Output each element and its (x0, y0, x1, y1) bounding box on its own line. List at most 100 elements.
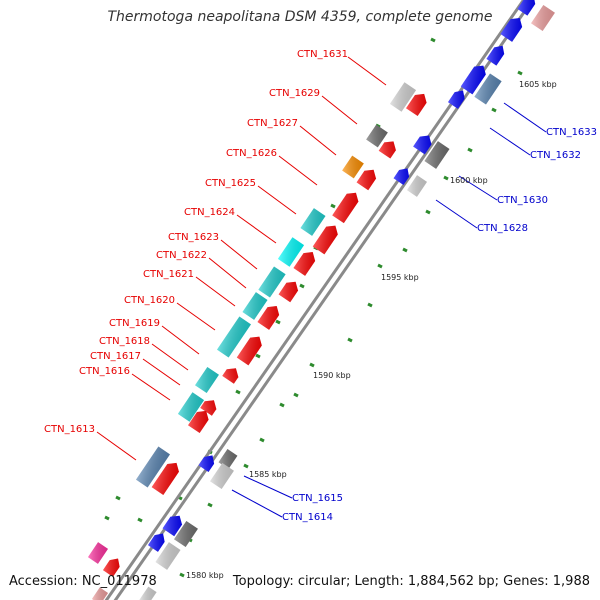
scale-label: 1600 kbp (450, 176, 488, 185)
gene-ctn-1625 (332, 192, 359, 224)
tick-mark (207, 502, 213, 508)
gene-ctn-1623b (293, 252, 316, 276)
gene-ctn-1628 (406, 175, 428, 197)
accession-text: Accession: NC_011978 (9, 574, 157, 589)
gene-features (87, 0, 555, 600)
leader-line (131, 373, 171, 401)
gene-ctn-1631 (389, 82, 417, 112)
tick-mark (443, 175, 449, 181)
gene-label-ctn-1626: CTN_1626 (226, 148, 277, 159)
gene-label-ctn-1618: CTN_1618 (99, 336, 150, 347)
gene-label-ctn-1622: CTN_1622 (156, 250, 207, 261)
leader-line (458, 175, 498, 201)
tick-mark (137, 517, 143, 523)
tick-mark (104, 515, 110, 521)
tick-mark (115, 495, 121, 501)
gene-pink-bottom (91, 587, 109, 600)
gene-label-ctn-1632: CTN_1632 (530, 150, 581, 161)
leader-line (208, 257, 247, 289)
leader-line (236, 214, 277, 244)
leader-line (176, 302, 216, 331)
leader-line (195, 276, 236, 307)
gene-lgray-bottom (139, 586, 157, 600)
scale-label: 1590 kbp (313, 371, 351, 380)
tick-mark (330, 203, 336, 209)
gene-ctn-1624b (312, 225, 338, 255)
tick-mark (309, 362, 315, 368)
gene-label-ctn-1620: CTN_1620 (124, 295, 175, 306)
scale-label: 1580 kbp (186, 571, 224, 580)
gene-label-ctn-1615: CTN_1615 (292, 493, 343, 504)
gene-ctn-1624 (300, 208, 326, 236)
gene-ctn-1613b (151, 462, 179, 496)
gene-label-ctn-1629: CTN_1629 (269, 88, 320, 99)
gene-label-ctn-1616: CTN_1616 (79, 366, 130, 377)
leader-line (243, 475, 293, 499)
gene-label-ctn-1613: CTN_1613 (44, 424, 95, 435)
tick-mark (377, 263, 383, 269)
tick-mark (255, 353, 261, 359)
gene-ctn-1619b (222, 368, 239, 384)
leader-line (503, 102, 547, 133)
gene-ctn-1622 (258, 266, 286, 298)
gene-ctn-1629 (406, 93, 427, 117)
tick-mark (275, 319, 281, 325)
gene-rev-top-pink (531, 4, 555, 32)
leader-line (161, 325, 200, 355)
tick-mark (347, 337, 353, 343)
backbone-line-inner (113, 0, 535, 600)
leader-line (142, 358, 181, 386)
gene-ctn-1627b (378, 141, 396, 159)
leader-line (257, 185, 297, 215)
leader-line (96, 431, 137, 461)
gene-label-ctn-1631: CTN_1631 (297, 49, 348, 60)
tick-mark (279, 402, 285, 408)
gene-ctn-1630a (413, 135, 432, 155)
gene-ctn-1619 (195, 366, 219, 394)
gene-blue-a (162, 515, 183, 537)
gene-ctn-1633 (474, 73, 502, 105)
scale-label: 1585 kbp (249, 470, 287, 479)
leader-line (220, 239, 258, 270)
gene-ctn-1621b (257, 306, 280, 330)
tick-mark (491, 107, 497, 113)
gene-ctn-1614 (210, 462, 234, 490)
map-title: Thermotoga neapolitana DSM 4359, complet… (107, 9, 493, 25)
gene-ctn-1630 (393, 168, 410, 185)
gene-label-ctn-1617: CTN_1617 (90, 351, 141, 362)
gene-ctn-1626 (342, 155, 364, 179)
tick-mark (299, 283, 305, 289)
gene-red-bottom (102, 558, 120, 577)
gene-label-ctn-1630: CTN_1630 (497, 195, 548, 206)
gene-label-ctn-1621: CTN_1621 (143, 269, 194, 280)
tick-mark (293, 392, 299, 398)
gene-rev-top-a (517, 0, 536, 16)
gene-rev-top-b (500, 18, 523, 42)
leader-line (278, 155, 318, 186)
leader-line (321, 95, 358, 125)
leader-line (231, 489, 283, 518)
leader-line (151, 343, 189, 371)
gene-ctn-1626b (356, 169, 377, 191)
gene-ctn-1615a (198, 455, 215, 472)
gene-ctn-1623 (277, 237, 305, 267)
tick-mark (517, 70, 523, 76)
gene-blue-b (147, 533, 165, 552)
gene-ctn-1616 (188, 410, 209, 434)
leader-line (347, 56, 387, 86)
gene-ctn-1617 (177, 392, 205, 422)
gene-ctn-1627 (366, 124, 388, 148)
gene-label-ctn-1625: CTN_1625 (205, 178, 256, 189)
tick-mark (402, 247, 408, 253)
gene-label-ctn-1633: CTN_1633 (546, 127, 597, 138)
gene-label-ctn-1628: CTN_1628 (477, 223, 528, 234)
gene-labels: CTN_1631 CTN_1629 CTN_1627 CTN_1626 CTN_1625… (44, 49, 597, 523)
gene-label-ctn-1619: CTN_1619 (109, 318, 160, 329)
gene-ctn-1632 (424, 141, 450, 169)
gene-ctn-1620 (217, 316, 251, 358)
gene-ctn-1620b (236, 336, 262, 366)
gene-ctn-1618 (200, 400, 217, 416)
gene-lgray-a (155, 542, 181, 570)
leader-line (489, 127, 531, 156)
